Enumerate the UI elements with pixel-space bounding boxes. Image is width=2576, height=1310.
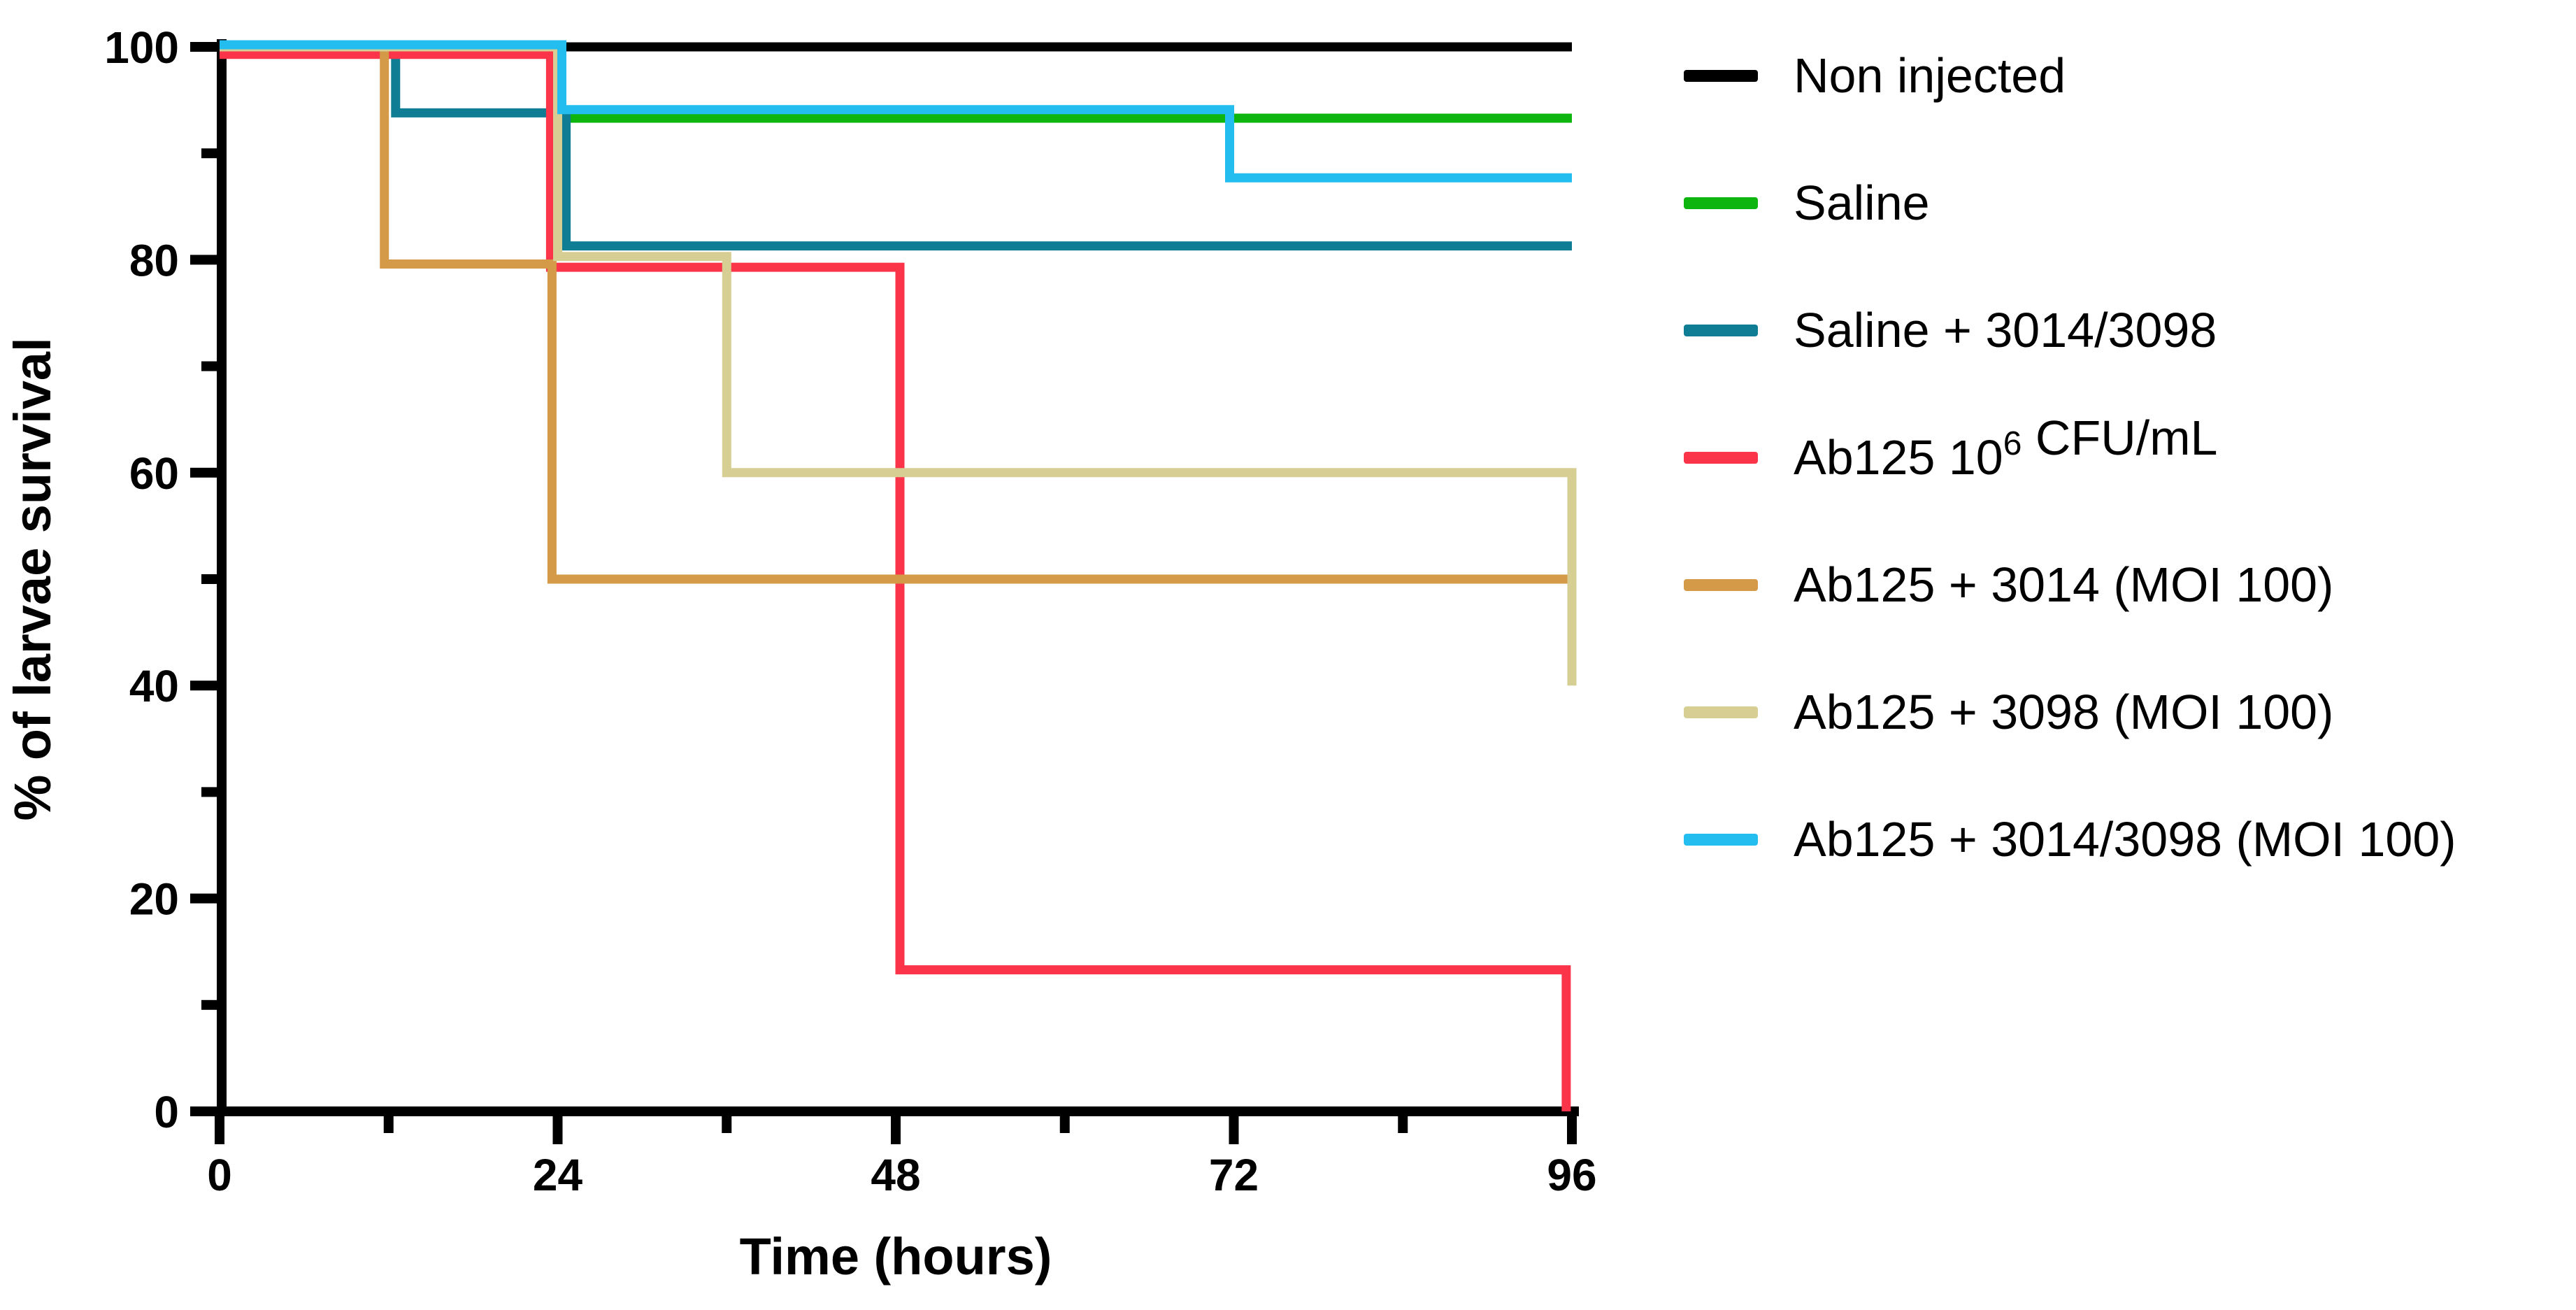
y-major-tick: [190, 42, 217, 52]
x-minor-tick: [1059, 1116, 1070, 1133]
y-major-tick: [190, 467, 217, 478]
legend-label: Ab125 + 3098 (MOI 100): [1794, 685, 2333, 739]
y-minor-tick: [201, 148, 217, 159]
legend-label: Ab125 + 3014 (MOI 100): [1794, 557, 2333, 612]
x-major-tick: [552, 1116, 563, 1144]
tick-label-layer: 0 24 48 72 96 0 20 40 60 80 100: [104, 22, 1596, 1200]
legend-swatch: [1684, 579, 1758, 591]
x-tick-label: 24: [533, 1150, 583, 1200]
x-major-tick: [1229, 1116, 1239, 1144]
legend-item-ab125-3098-moi-100: Ab125 + 3098 (MOI 100): [1684, 685, 2333, 739]
x-axis-title: Time (hours): [740, 1227, 1052, 1286]
y-minor-tick: [201, 999, 217, 1010]
x-tick-label: 0: [207, 1150, 232, 1200]
legend-item-saline-3014-3098: Saline + 3014/3098: [1684, 303, 2217, 357]
x-major-tick: [891, 1116, 901, 1144]
axes-layer: [190, 39, 1579, 1144]
legend-label: Saline: [1794, 176, 1930, 230]
x-minor-tick: [722, 1116, 732, 1133]
y-major-tick: [190, 255, 217, 265]
x-minor-tick: [383, 1116, 394, 1133]
legend-swatch: [1684, 325, 1758, 336]
series-curve-ab125-10-6-cfu-ml: [220, 50, 1571, 1111]
y-tick-label: 100: [104, 22, 179, 73]
legend-swatch: [1684, 452, 1758, 464]
y-minor-tick: [201, 787, 217, 797]
y-major-tick: [190, 893, 217, 904]
legend-swatch: [1684, 197, 1758, 209]
series-layer: [220, 40, 1577, 1111]
y-minor-tick: [201, 574, 217, 584]
y-minor-tick: [201, 361, 217, 371]
x-major-tick: [215, 1116, 224, 1144]
legend-item-ab125-3014-3098-moi-100: Ab125 + 3014/3098 (MOI 100): [1684, 812, 2456, 867]
legend-swatch: [1684, 706, 1758, 718]
legend-label: Ab125 + 3014/3098 (MOI 100): [1794, 812, 2456, 867]
y-tick-label: 20: [129, 874, 179, 925]
legend-item-ab125-10-6-cfu-ml: Ab125 106 CFU/mL: [1684, 411, 2217, 485]
legend-label: Non injected: [1794, 48, 2066, 103]
legend-item-ab125-3014-moi-100: Ab125 + 3014 (MOI 100): [1684, 557, 2333, 612]
legend-item-non-injected: Non injected: [1684, 48, 2066, 103]
x-tick-label: 72: [1209, 1150, 1259, 1200]
x-major-tick: [1567, 1116, 1577, 1144]
legend: Non injected Saline Saline + 3014/3098 Ab12…: [1684, 48, 2456, 867]
series-curve-saline-3014-3098: [220, 42, 1572, 251]
legend-swatch: [1684, 70, 1758, 82]
x-axis-line: [212, 1106, 1579, 1116]
legend-item-saline: Saline: [1684, 176, 1930, 230]
y-tick-label: 40: [129, 661, 179, 711]
y-tick-label: 0: [154, 1087, 179, 1137]
y-tick-label: 80: [129, 235, 179, 285]
x-minor-tick: [1398, 1116, 1408, 1133]
y-axis-line: [217, 39, 227, 1116]
y-axis-title: % of larvae survival: [3, 337, 62, 820]
y-major-tick: [190, 1106, 217, 1116]
y-tick-label: 60: [129, 448, 179, 499]
x-tick-label: 48: [871, 1150, 920, 1200]
legend-swatch: [1684, 834, 1758, 846]
x-tick-label: 96: [1547, 1150, 1596, 1200]
legend-label: Ab125 106 CFU/mL: [1794, 411, 2217, 485]
series-curve-ab125-3014-3098-moi-100: [220, 40, 1572, 183]
y-major-tick: [190, 681, 217, 691]
legend-label: Saline + 3014/3098: [1794, 303, 2217, 357]
